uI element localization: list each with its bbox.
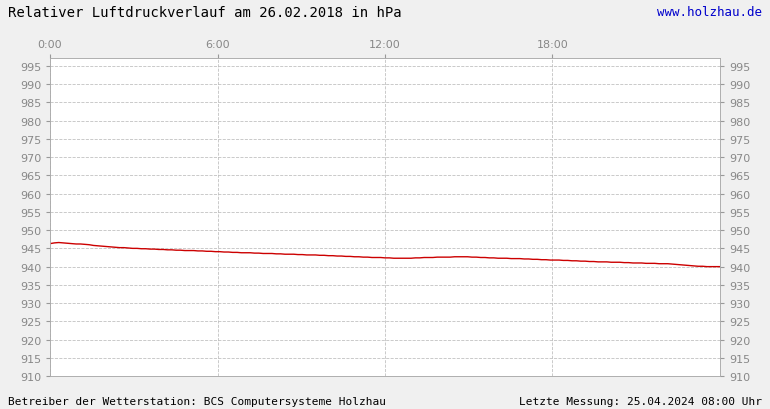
Text: Relativer Luftdruckverlauf am 26.02.2018 in hPa: Relativer Luftdruckverlauf am 26.02.2018…	[8, 6, 401, 20]
Text: Letzte Messung: 25.04.2024 08:00 Uhr: Letzte Messung: 25.04.2024 08:00 Uhr	[519, 396, 762, 406]
Text: www.holzhau.de: www.holzhau.de	[658, 6, 762, 19]
Text: Betreiber der Wetterstation: BCS Computersysteme Holzhau: Betreiber der Wetterstation: BCS Compute…	[8, 396, 386, 406]
